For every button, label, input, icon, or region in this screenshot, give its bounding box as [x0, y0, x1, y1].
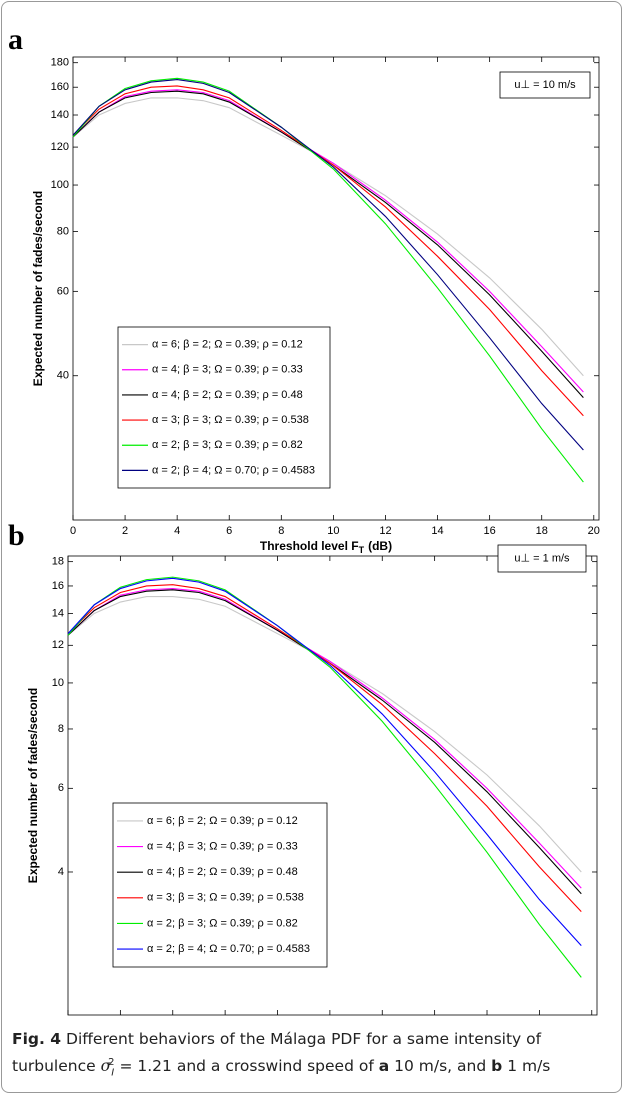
- y-tick-label: 120: [51, 141, 69, 153]
- legend-box: [112, 802, 328, 968]
- x-tick-label: 0: [70, 525, 76, 537]
- y-axis-label: Expected number of fades/second: [31, 191, 45, 386]
- x-tick-label: 12: [379, 525, 391, 537]
- series-line: [72, 85, 584, 417]
- x-axis-label-text: Threshold level F: [260, 539, 359, 553]
- caption-symbol: σ: [100, 1057, 112, 1076]
- figure: a 0 2 4 6 8 10 12 14 16 18 20 40 60 80 100 120 140 160 180 T…: [8, 23, 600, 1020]
- series-line: [67, 595, 582, 873]
- panel-label: b: [8, 519, 25, 552]
- y-tick-label: 80: [57, 225, 69, 237]
- caption-text: Different behaviors of the Málaga PDF fo…: [12, 1030, 542, 1076]
- series-line: [67, 577, 582, 946]
- y-tick-label: 40: [57, 370, 69, 382]
- x-tick-label: 8: [278, 525, 284, 537]
- y-tick-label: 12: [52, 639, 64, 651]
- series-line: [67, 589, 582, 895]
- x-tick-label: 14: [431, 525, 443, 537]
- y-tick-label: 16: [52, 580, 64, 592]
- legend-label: α = 4; β = 2; Ω = 0.39; ρ = 0.48: [152, 389, 303, 401]
- x-axis-label-unit: (dB): [368, 539, 392, 553]
- x-tick-label: 20: [588, 525, 600, 537]
- series-line: [72, 78, 584, 451]
- x-tick-label: 2: [122, 525, 128, 537]
- legend-label: α = 6; β = 2; Ω = 0.39; ρ = 0.12: [152, 339, 303, 351]
- series-line: [72, 97, 584, 377]
- caption-sub: I: [111, 1067, 115, 1079]
- legend-label: α = 4; β = 2; Ω = 0.39; ρ = 0.48: [147, 866, 298, 878]
- legend-label: α = 2; β = 4; Ω = 0.70; ρ = 0.4583: [147, 943, 310, 955]
- x-tick-label: 6: [226, 525, 232, 537]
- y-tick-label: 180: [51, 57, 69, 69]
- x-tick-label: 18: [536, 525, 548, 537]
- caption-text: 1 m/s: [507, 1057, 551, 1076]
- series-line: [67, 587, 582, 889]
- y-tick-label: 4: [58, 866, 64, 878]
- y-tick-label: 10: [52, 677, 64, 689]
- caption-text: 10 m/s, and: [394, 1057, 487, 1076]
- legend-label: α = 2; β = 4; Ω = 0.70; ρ = 0.4583: [152, 464, 315, 476]
- annotation: u⊥ = 1 m/s: [514, 552, 570, 564]
- y-tick-label: 60: [57, 285, 69, 297]
- annotation-box: [499, 71, 591, 99]
- annotation: u⊥ = 10 m/s: [514, 79, 576, 91]
- y-tick-label: 140: [51, 109, 69, 121]
- legend-box: [117, 326, 331, 489]
- y-tick-label: 14: [52, 607, 64, 619]
- caption-label: Fig. 4: [12, 1030, 62, 1048]
- x-tick-label: 4: [174, 525, 180, 537]
- caption-text: = 1.21 and a crosswind speed of: [119, 1057, 374, 1076]
- series-line: [67, 576, 582, 978]
- x-tick-label: 10: [327, 525, 339, 537]
- x-axis-label-sub: T: [359, 545, 365, 555]
- y-tick-label: 160: [51, 81, 69, 93]
- series-line: [72, 77, 584, 483]
- legend-label: α = 4; β = 3; Ω = 0.39; ρ = 0.33: [152, 364, 303, 376]
- x-tick-label: 16: [484, 525, 496, 537]
- legend-label: α = 6; β = 2; Ω = 0.39; ρ = 0.12: [147, 815, 298, 827]
- y-tick-label: 6: [58, 782, 64, 794]
- panel-label: a: [8, 23, 23, 56]
- y-tick-label: 100: [51, 179, 69, 191]
- series-line: [72, 90, 584, 399]
- x-axis-label: Threshold level FT (dB): [260, 539, 392, 555]
- annotation-box: [497, 544, 587, 573]
- series-line: [67, 584, 582, 913]
- legend-label: α = 2; β = 3; Ω = 0.39; ρ = 0.82: [152, 439, 303, 451]
- legend-label: α = 4; β = 3; Ω = 0.39; ρ = 0.33: [147, 840, 298, 852]
- caption-sup: 2: [108, 1057, 115, 1068]
- caption: Fig. 4 Different behaviors of the Málaga…: [12, 1027, 612, 1085]
- legend-label: α = 3; β = 3; Ω = 0.39; ρ = 0.538: [147, 892, 304, 904]
- series-line: [72, 89, 584, 393]
- caption-ref: b: [491, 1057, 503, 1076]
- legend-label: α = 2; β = 3; Ω = 0.39; ρ = 0.82: [147, 917, 298, 929]
- y-axis-label: Expected number of fades/second: [26, 688, 40, 883]
- y-tick-label: 18: [52, 556, 64, 568]
- caption-ref: a: [378, 1057, 390, 1076]
- legend-label: α = 3; β = 3; Ω = 0.39; ρ = 0.538: [152, 414, 309, 426]
- y-tick-label: 8: [58, 723, 64, 735]
